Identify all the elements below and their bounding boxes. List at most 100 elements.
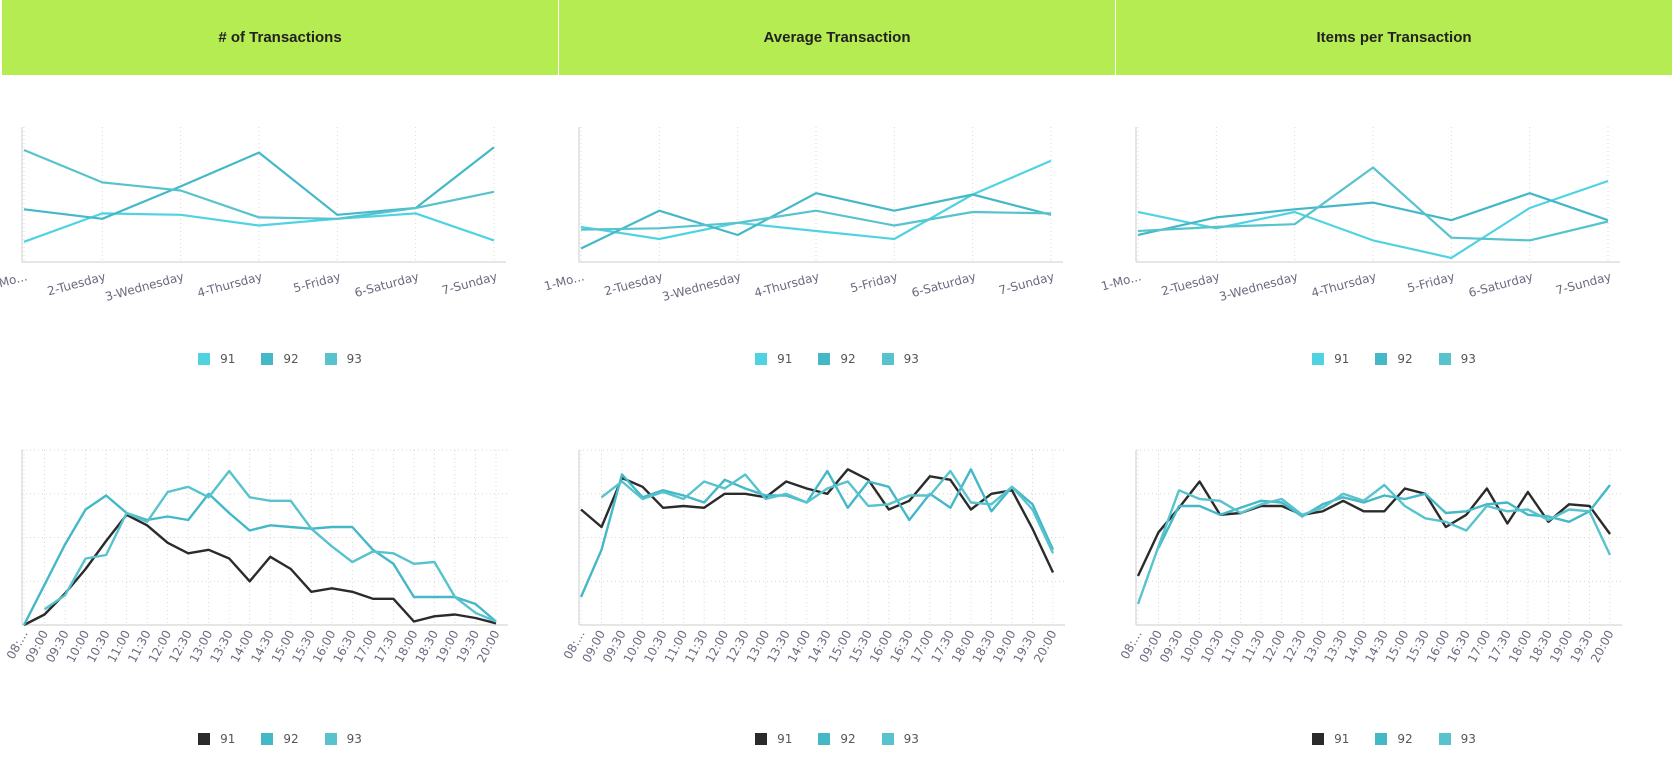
x-tick-label: 4-Thursday — [196, 269, 264, 300]
legend-swatch — [1438, 733, 1451, 745]
legend-swatch — [261, 353, 274, 365]
series-line-93 — [1137, 166, 1609, 242]
x-tick-label: 5-Friday — [292, 269, 342, 295]
hourly-line-chart: 08:...09:0009:3010:0010:3011:0011:3012:0… — [1118, 449, 1622, 665]
daily-legend: 91 92 93 — [2, 352, 558, 366]
legend-item-92[interactable]: 92 — [1375, 732, 1413, 746]
series-line-92 — [1137, 192, 1609, 237]
legend-label: 91 — [777, 732, 793, 746]
x-tick-label: 5-Friday — [1406, 269, 1456, 295]
legend-item-92[interactable]: 92 — [818, 352, 856, 366]
legend-swatch — [1375, 353, 1388, 365]
panel-header: Average Transaction — [559, 0, 1115, 75]
x-tick-label: 7-Sunday — [997, 269, 1056, 297]
legend-swatch — [1438, 353, 1451, 365]
x-tick-label: 2-Tuesday — [46, 269, 107, 298]
legend-item-93[interactable]: 93 — [1438, 352, 1476, 366]
panel-items-per-transaction: Items per Transaction 1-Mo... 2-Tuesday 3-… — [1100, 0, 1672, 771]
legend-swatch — [198, 733, 211, 745]
legend-label: 91 — [1334, 352, 1350, 366]
legend-swatch — [198, 353, 211, 365]
x-tick-label: 3-Wednesday — [1218, 269, 1300, 303]
series-line-92 — [22, 492, 497, 626]
hourly-line-chart: 08:...09:0009:3010:0010:3011:0011:3012:0… — [4, 449, 508, 665]
legend-item-93[interactable]: 93 — [324, 732, 362, 746]
legend-swatch — [755, 353, 768, 365]
legend-swatch — [1312, 733, 1325, 745]
series-line-93 — [600, 469, 1055, 554]
legend-label: 92 — [840, 352, 856, 366]
hourly-line-chart: 08:...09:0009:3010:0010:3011:0011:3012:0… — [561, 449, 1065, 665]
legend-swatch — [324, 733, 337, 745]
series-line-93 — [43, 469, 497, 623]
legend-item-91[interactable]: 91 — [755, 352, 792, 366]
legend-label: 92 — [1397, 732, 1413, 746]
series-line-92 — [579, 468, 1055, 598]
legend-label: 93 — [1460, 732, 1476, 746]
legend-item-93[interactable]: 93 — [1438, 732, 1476, 746]
legend-label: 93 — [346, 352, 362, 366]
legend-item-91[interactable]: 91 — [198, 352, 235, 366]
legend-label: 92 — [283, 732, 299, 746]
legend-item-93[interactable]: 93 — [324, 352, 362, 366]
series-line-91 — [23, 513, 497, 627]
x-tick-label: 5-Friday — [849, 269, 899, 295]
series-line-92 — [580, 192, 1052, 250]
series-line-93 — [23, 148, 495, 220]
x-tick-label: 2-Tuesday — [1160, 269, 1221, 298]
legend-label: 92 — [1397, 352, 1413, 366]
x-tick-label: 3-Wednesday — [661, 269, 743, 303]
legend-item-93[interactable]: 93 — [881, 732, 919, 746]
x-tick-label: 3-Wednesday — [104, 269, 186, 303]
hourly-legend: 91 92 93 — [559, 732, 1115, 746]
series-line-93 — [580, 209, 1052, 231]
hourly-legend: 91 92 93 — [1116, 732, 1672, 746]
legend-item-92[interactable]: 92 — [818, 732, 856, 746]
panel-transactions: # of Transactions 1-Mo... 2-Tuesday 3-Wedn… — [0, 0, 558, 771]
legend-item-93[interactable]: 93 — [881, 352, 919, 366]
legend-item-92[interactable]: 92 — [261, 352, 299, 366]
legend-item-91[interactable]: 91 — [198, 732, 235, 746]
series-line-93 — [1136, 483, 1612, 605]
panel-header: # of Transactions — [2, 0, 558, 75]
legend-item-91[interactable]: 91 — [1312, 732, 1349, 746]
legend-swatch — [1375, 733, 1388, 745]
legend-label: 92 — [840, 732, 856, 746]
series-line-91 — [23, 212, 495, 243]
x-tick-label: 4-Thursday — [1310, 269, 1378, 300]
legend-swatch — [818, 733, 831, 745]
x-tick-label: 7-Sunday — [1554, 269, 1613, 297]
legend-label: 93 — [1460, 352, 1476, 366]
legend-label: 93 — [346, 732, 362, 746]
panel-average-transaction: Average Transaction 1-Mo... 2-Tuesday 3-We… — [543, 0, 1115, 771]
legend-item-91[interactable]: 91 — [1312, 352, 1349, 366]
legend-label: 93 — [903, 352, 919, 366]
x-tick-label: 6-Saturday — [910, 269, 977, 300]
panel-title: # of Transactions — [218, 29, 342, 46]
legend-swatch — [755, 733, 768, 745]
x-tick-label: 4-Thursday — [753, 269, 821, 300]
legend-label: 91 — [1334, 732, 1350, 746]
series-line-91 — [580, 468, 1055, 574]
x-tick-label: 6-Saturday — [353, 269, 420, 300]
legend-label: 91 — [777, 352, 793, 366]
legend-swatch — [881, 733, 894, 745]
legend-swatch — [1312, 353, 1325, 365]
legend-label: 91 — [220, 352, 236, 366]
panel-title: Average Transaction — [763, 29, 911, 46]
x-tick-label: 2-Tuesday — [603, 269, 664, 298]
panel-title: Items per Transaction — [1316, 29, 1472, 46]
legend-swatch — [818, 353, 831, 365]
series-line-91 — [1136, 480, 1611, 577]
legend-item-91[interactable]: 91 — [755, 732, 792, 746]
panel-header: Items per Transaction — [1116, 0, 1672, 75]
legend-swatch — [324, 353, 337, 365]
daily-legend: 91 92 93 — [1116, 352, 1672, 366]
x-tick-label: 7-Sunday — [440, 269, 499, 297]
legend-label: 91 — [220, 732, 236, 746]
legend-item-92[interactable]: 92 — [1375, 352, 1413, 366]
legend-item-92[interactable]: 92 — [261, 732, 299, 746]
